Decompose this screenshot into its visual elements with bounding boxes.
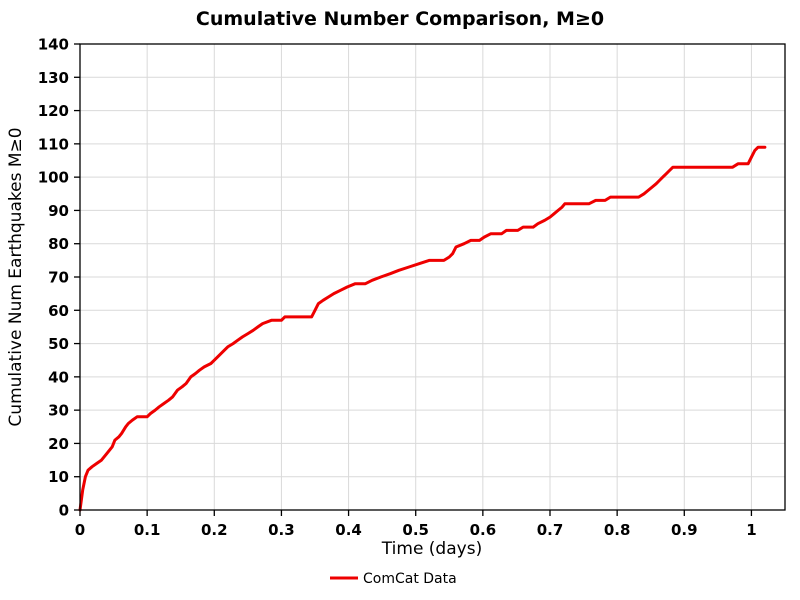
x-tick-label: 0.1 xyxy=(134,521,161,539)
y-axis-label: Cumulative Num Earthquakes M≥0 xyxy=(6,127,26,426)
y-tick-label: 30 xyxy=(48,402,69,420)
y-tick-label: 70 xyxy=(48,269,69,287)
y-tick-label: 140 xyxy=(38,36,69,54)
x-axis-label: Time (days) xyxy=(381,539,482,559)
legend: ComCat Data xyxy=(330,571,457,587)
x-tick-label: 0.8 xyxy=(604,521,631,539)
y-tick-label: 0 xyxy=(59,502,69,520)
y-tick-label: 130 xyxy=(38,69,69,87)
y-tick-label: 120 xyxy=(38,102,69,120)
x-tick-label: 0.4 xyxy=(335,521,362,539)
x-tick-label: 0.5 xyxy=(402,521,429,539)
axes-layer: 0 0.1 0.2 0.3 0.4 0.5 0.6 0.7 0.8 0.9 101020304050… xyxy=(38,36,786,539)
y-tick-label: 100 xyxy=(38,169,69,187)
y-tick-label: 50 xyxy=(48,335,69,353)
y-tick-label: 60 xyxy=(48,302,69,320)
y-tick-label: 40 xyxy=(48,368,69,386)
grid-layer xyxy=(79,43,785,511)
chart-title: Cumulative Number Comparison, M≥0 xyxy=(196,8,604,30)
y-tick-label: 80 xyxy=(48,235,69,253)
series-layer xyxy=(78,145,767,512)
y-tick-label: 110 xyxy=(38,135,69,153)
x-tick-label: 0.6 xyxy=(470,521,497,539)
x-tick-label: 0 xyxy=(75,521,85,539)
y-tick-label: 20 xyxy=(48,435,69,453)
legend-label: ComCat Data xyxy=(363,571,457,587)
y-tick-label: 10 xyxy=(48,468,69,486)
y-tick-label: 90 xyxy=(48,202,69,220)
series-line xyxy=(78,145,767,512)
x-tick-label: 1 xyxy=(746,521,756,539)
x-tick-label: 0.3 xyxy=(268,521,295,539)
x-tick-label: 0.7 xyxy=(537,521,564,539)
x-tick-label: 0.9 xyxy=(671,521,698,539)
x-tick-label: 0.2 xyxy=(201,521,228,539)
